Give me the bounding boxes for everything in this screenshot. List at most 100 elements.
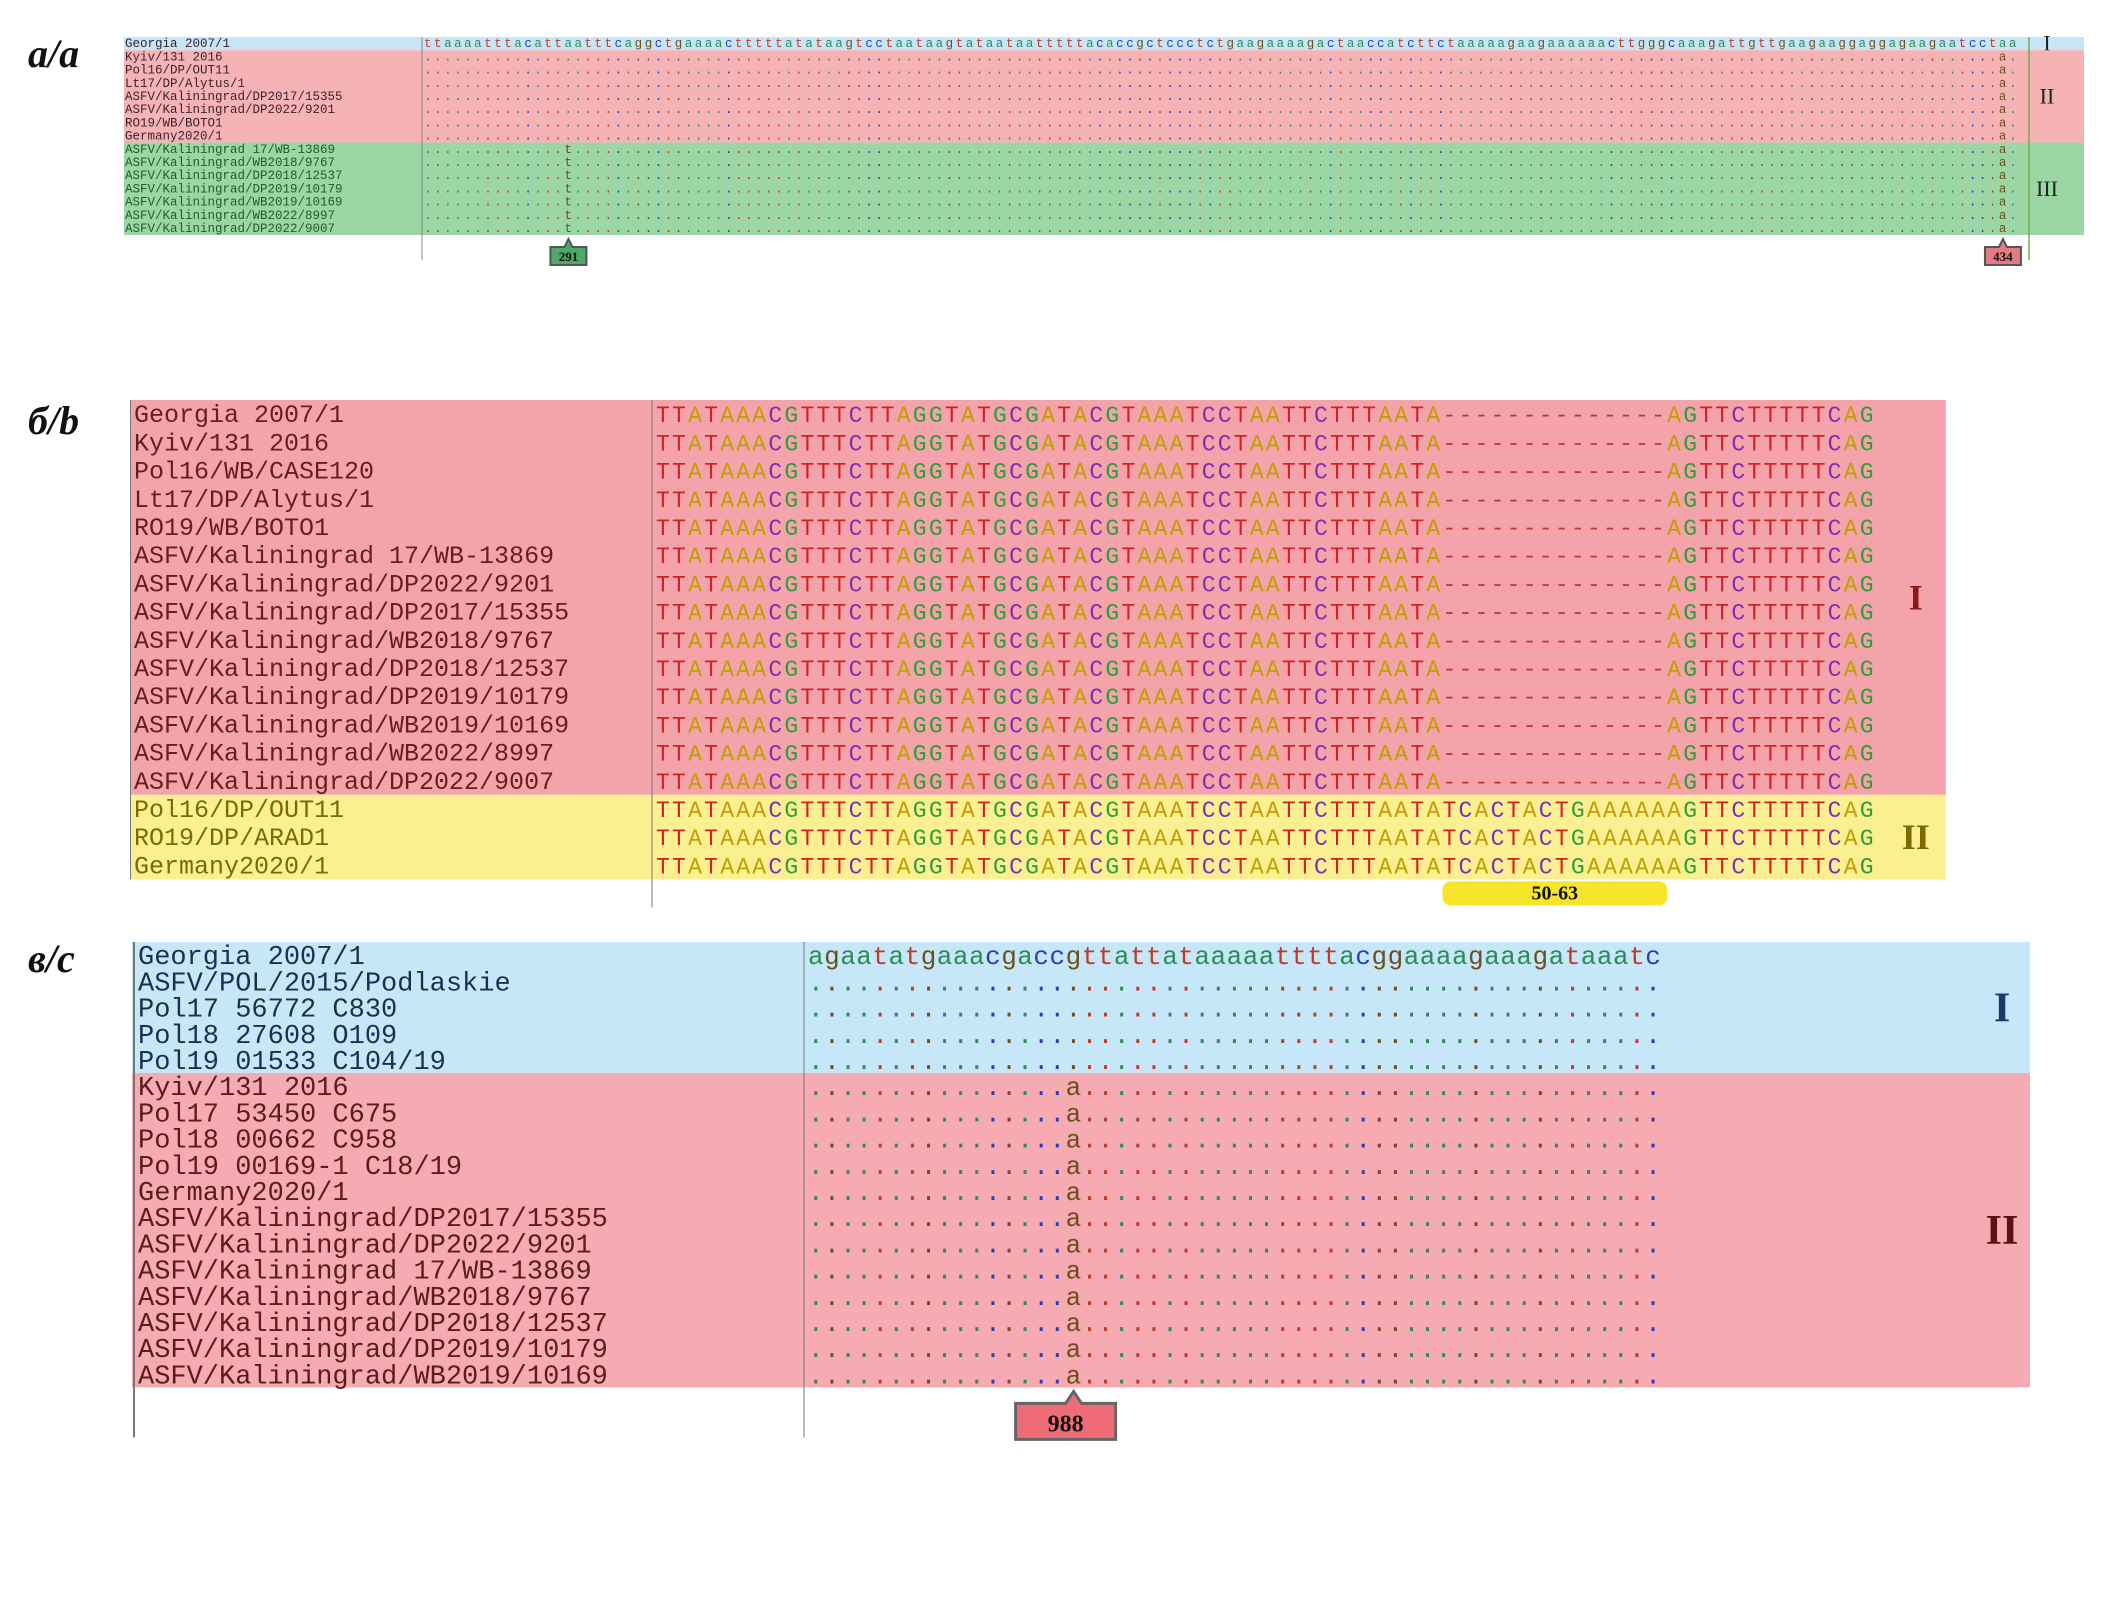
match-dot-a: . <box>1126 209 1134 223</box>
match-dot-a: . <box>1427 143 1435 157</box>
nucleotide-b: T <box>1507 826 1521 852</box>
match-dot-a: . <box>735 116 743 130</box>
nucleotide-b: A <box>736 854 750 880</box>
match-dot-c: . <box>953 1126 969 1156</box>
nucleotide-b: T <box>977 742 991 768</box>
nucleotide-b: T <box>656 657 670 683</box>
match-dot-c: . <box>1484 1021 1500 1051</box>
match-dot-a: . <box>1949 169 1957 183</box>
nucleotide-b: A <box>1138 488 1152 514</box>
gap-b: - <box>1619 742 1633 768</box>
match-dot-a: . <box>1317 143 1325 157</box>
match-dot-c: . <box>872 1021 888 1051</box>
match-dot-a: . <box>1558 169 1566 183</box>
match-dot-a: . <box>1347 116 1355 130</box>
match-dot-a: . <box>1417 209 1425 223</box>
nucleotide-b: A <box>1154 713 1168 739</box>
match-dot-a: . <box>1678 64 1686 78</box>
match-dot-a: . <box>635 156 643 170</box>
match-dot-a: . <box>1126 156 1134 170</box>
nucleotide-b: A <box>1266 601 1280 627</box>
gap-b: - <box>1442 516 1456 542</box>
nucleotide-b: A <box>1394 460 1408 486</box>
nucleotide-a: t <box>1758 37 1766 51</box>
match-dot-a: . <box>715 103 723 117</box>
nucleotide-b: T <box>1715 544 1729 570</box>
nucleotide-b: A <box>1667 657 1681 683</box>
match-dot-a: . <box>1959 77 1967 91</box>
match-dot-a: . <box>504 169 512 183</box>
match-dot-a: . <box>1136 90 1144 104</box>
match-dot-c: . <box>1050 1309 1066 1339</box>
match-dot-a: . <box>855 156 863 170</box>
nucleotide-a: c <box>1176 37 1184 51</box>
match-dot-a: . <box>765 196 773 210</box>
match-dot-a: . <box>765 103 773 117</box>
nucleotide-b: T <box>1763 403 1777 429</box>
match-dot-a: . <box>1758 50 1766 64</box>
match-dot-a: . <box>434 90 442 104</box>
match-dot-c: . <box>1162 1283 1178 1313</box>
match-dot-a: . <box>1558 90 1566 104</box>
match-dot-a: . <box>1929 156 1937 170</box>
nucleotide-b: G <box>1025 431 1039 457</box>
match-dot-a: . <box>1788 222 1796 236</box>
match-dot-a: . <box>1467 130 1475 144</box>
nucleotide-b: A <box>1154 572 1168 598</box>
match-dot-a: . <box>635 50 643 64</box>
match-dot-c: . <box>824 1152 840 1182</box>
match-dot-c: . <box>1372 1335 1388 1365</box>
nucleotide-b: A <box>1138 742 1152 768</box>
match-dot-c: . <box>1533 1073 1549 1103</box>
sequence-name-b: Kyiv/131 2016 <box>134 429 329 458</box>
match-dot-a: . <box>1838 196 1846 210</box>
match-dot-c: . <box>969 1230 985 1260</box>
match-dot-c: . <box>1082 1047 1098 1077</box>
nucleotide-b: A <box>1041 544 1055 570</box>
match-dot-a: . <box>1487 64 1495 78</box>
nucleotide-a: t <box>735 37 743 51</box>
nucleotide-b: G <box>1105 544 1119 570</box>
match-dot-a: . <box>1939 182 1947 196</box>
nucleotide-a: t <box>745 37 753 51</box>
sequence-name-b: ASFV/Kaliningrad 17/WB-13869 <box>134 542 554 571</box>
match-dot-a: . <box>906 209 914 223</box>
nucleotide-b: C <box>1731 431 1745 457</box>
match-dot-a: . <box>514 64 522 78</box>
match-dot-a: . <box>1317 50 1325 64</box>
nucleotide-b: T <box>656 601 670 627</box>
nucleotide-b: G <box>913 544 927 570</box>
match-dot-a: . <box>625 169 633 183</box>
match-dot-a: . <box>685 143 693 157</box>
nucleotide-b: A <box>1426 516 1440 542</box>
match-dot-a: . <box>1166 50 1174 64</box>
nucleotide-b: C <box>1828 403 1842 429</box>
match-dot-a: . <box>1718 222 1726 236</box>
nucleotide-b: G <box>784 713 798 739</box>
nucleotide-b: T <box>1186 403 1200 429</box>
match-dot-c: . <box>1291 1257 1307 1287</box>
match-dot-c: . <box>1565 1283 1581 1313</box>
match-dot-a: . <box>1507 209 1515 223</box>
match-dot-a: . <box>1116 130 1124 144</box>
match-dot-a: . <box>1377 143 1385 157</box>
match-dot-a: . <box>1517 130 1525 144</box>
match-dot-c: . <box>1130 1204 1146 1234</box>
gap-b: - <box>1523 403 1537 429</box>
match-dot-c: . <box>1211 1073 1227 1103</box>
match-dot-c: . <box>1372 1309 1388 1339</box>
match-dot-a: . <box>665 222 673 236</box>
match-dot-a: . <box>1618 209 1626 223</box>
match-dot-a: . <box>1969 50 1977 64</box>
match-dot-a: . <box>1106 103 1114 117</box>
nucleotide-b: T <box>1812 601 1826 627</box>
nucleotide-b: T <box>704 685 718 711</box>
nucleotide-a: a <box>1678 37 1686 51</box>
match-dot-c: . <box>1372 1152 1388 1182</box>
nucleotide-b: T <box>704 460 718 486</box>
match-dot-a: . <box>1377 169 1385 183</box>
gap-b: - <box>1539 770 1553 796</box>
match-dot-a: . <box>1046 156 1054 170</box>
match-dot-c: . <box>840 1099 856 1129</box>
match-dot-c: . <box>1001 1309 1017 1339</box>
